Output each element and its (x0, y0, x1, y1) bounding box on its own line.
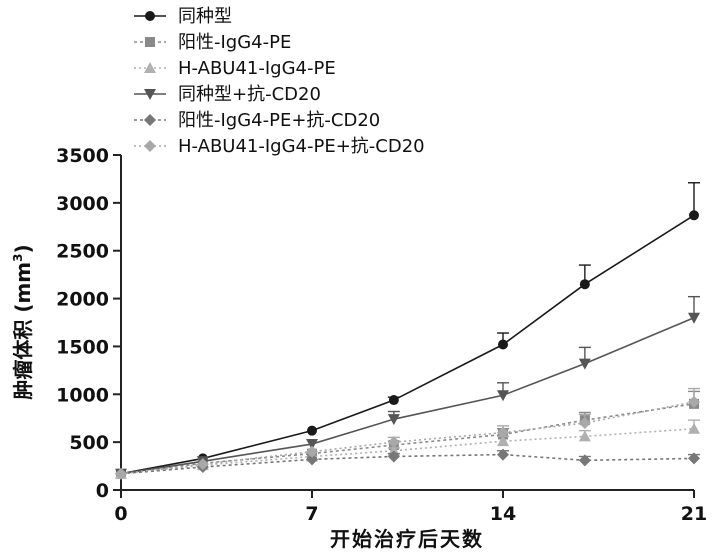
series-3-point-5 (578, 358, 591, 370)
series-3-point-3 (387, 414, 400, 426)
series-2-point-5 (578, 430, 591, 442)
x-axis-title: 开始治疗后天数 (330, 527, 484, 551)
legend-label-5: H-ABU41-IgG4-PE+抗-CD20 (178, 136, 425, 157)
series-5-point-3 (387, 436, 400, 449)
legend-label-3: 同种型+抗-CD20 (178, 84, 321, 105)
series-4-point-4 (497, 448, 509, 461)
series-5-point-4 (497, 426, 509, 439)
y-tick-label-2500: 2500 (56, 241, 109, 263)
y-tick-label-3000: 3000 (56, 193, 109, 215)
legend-item-2: H-ABU41-IgG4-PE (134, 58, 336, 79)
series-3 (115, 295, 700, 480)
series-0-point-3 (388, 395, 399, 406)
series-3-point-4 (497, 390, 509, 402)
series-5 (115, 387, 700, 480)
series-5-point-2 (306, 445, 318, 458)
series-4-point-6 (688, 452, 700, 465)
series-0-point-5 (579, 279, 590, 290)
series-5-point-0 (115, 467, 127, 480)
x-tick-label-0: 0 (114, 503, 127, 525)
x-tick-label-14: 14 (490, 503, 516, 525)
series-3-point-2 (306, 439, 318, 451)
y-axis-title-close: ) (11, 244, 35, 253)
legend-item-1: 阳性-IgG4-PE (134, 32, 291, 53)
legend-marker-1 (145, 37, 155, 47)
series-2-point-6 (688, 422, 700, 434)
legend-item-5: H-ABU41-IgG4-PE+抗-CD20 (134, 136, 425, 157)
y-tick-label-0: 0 (96, 480, 109, 502)
series-2-point-4 (497, 435, 509, 447)
series-4-point-5 (578, 454, 591, 467)
x-ticks: 0 7 14 21 (114, 490, 707, 525)
x-tick-label-7: 7 (305, 503, 318, 525)
y-axis-title: 肿瘤体积 (mm3) (11, 244, 35, 399)
legend-item-4: 阳性-IgG4-PE+抗-CD20 (134, 110, 380, 131)
x-tick-label-21: 21 (681, 503, 707, 525)
legend-marker-3 (144, 89, 156, 100)
series-5-point-5 (578, 417, 591, 429)
axes (120, 155, 694, 491)
legend-label-2: H-ABU41-IgG4-PE (178, 58, 336, 79)
y-tick-label-1000: 1000 (56, 384, 109, 406)
series-5-point-6 (688, 395, 700, 408)
legend-marker-0 (145, 11, 155, 21)
series-5-point-1 (196, 458, 209, 471)
series-4-point-2 (306, 453, 318, 466)
series-0-line (120, 214, 695, 475)
series-0-point-4 (498, 339, 508, 350)
y-tick-label-3500: 3500 (56, 145, 109, 167)
y-tick-label-500: 500 (69, 432, 109, 454)
y-tick-label-2000: 2000 (56, 289, 109, 311)
legend-marker-4 (144, 114, 156, 126)
series-0 (116, 182, 700, 479)
y-axis-title-sup: 3 (11, 253, 25, 261)
legend-label-1: 阳性-IgG4-PE (178, 32, 291, 53)
legend-label-4: 阳性-IgG4-PE+抗-CD20 (178, 110, 380, 131)
series-3-line (120, 316, 695, 475)
legend-marker-2 (144, 62, 156, 73)
y-tick-label-1500: 1500 (56, 336, 109, 358)
legend-label-0: 同种型 (178, 6, 232, 27)
y-ticks: 0 500 1000 1500 2000 2500 3000 3500 (56, 145, 121, 502)
legend-item-3: 同种型+抗-CD20 (134, 84, 321, 105)
y-axis-title-main: 肿瘤体积 (mm (11, 262, 35, 400)
legend-marker-5 (144, 140, 156, 152)
legend-item-0: 同种型 (134, 6, 232, 27)
series-3-point-6 (688, 312, 700, 324)
series-layer (115, 182, 700, 480)
series-4-point-3 (387, 450, 400, 463)
series-0-point-6 (689, 210, 699, 221)
series-0-point-2 (307, 425, 317, 436)
